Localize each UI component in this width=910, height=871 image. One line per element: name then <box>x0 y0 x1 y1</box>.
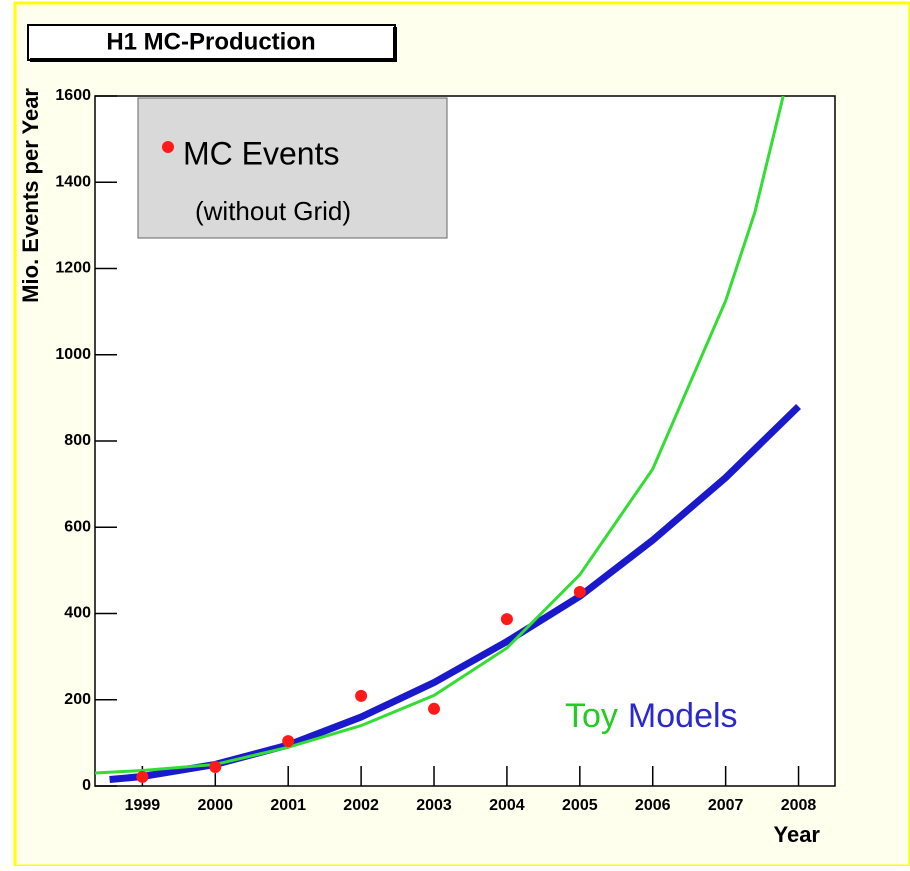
x-tick-label: 2000 <box>197 797 233 814</box>
legend <box>137 97 448 239</box>
data-point <box>573 585 586 598</box>
data-point <box>282 735 295 748</box>
x-axis-label: Year <box>774 822 821 847</box>
legend-label: MC Events <box>183 135 339 171</box>
annotation: Toy Models <box>565 697 738 735</box>
data-point <box>428 702 441 715</box>
y-tick-label: 1000 <box>55 346 91 363</box>
data-point <box>500 613 513 626</box>
y-tick-label: 0 <box>82 777 91 794</box>
fit-line <box>95 96 785 775</box>
y-tick-label: 400 <box>64 605 91 622</box>
data-point <box>209 761 222 774</box>
x-tick-label: 1999 <box>125 797 161 814</box>
annotation-part: Toy <box>565 697 618 735</box>
x-tick-label: 2004 <box>489 797 525 814</box>
y-axis-label: Mio. Events per Year <box>18 88 43 303</box>
y-tick-label: 600 <box>64 518 91 535</box>
data-point <box>136 770 149 783</box>
y-tick-label: 1600 <box>55 87 91 104</box>
y-tick-label: 800 <box>64 432 91 449</box>
legend-marker <box>162 141 174 153</box>
annotation-part: Models <box>628 697 738 735</box>
chart-title: H1 MC-Production <box>106 28 315 55</box>
data-point <box>355 689 368 702</box>
x-tick-label: 2007 <box>708 797 744 814</box>
x-tick-label: 2005 <box>562 797 598 814</box>
x-tick-label: 2002 <box>343 797 379 814</box>
y-tick-label: 1200 <box>55 260 91 277</box>
x-tick-label: 2003 <box>416 797 452 814</box>
y-tick-label: 1400 <box>55 173 91 190</box>
x-tick-label: 2006 <box>635 797 671 814</box>
legend-subtitle: (without Grid) <box>195 196 351 226</box>
x-tick-label: 2008 <box>781 797 817 814</box>
y-tick-label: 200 <box>64 691 91 708</box>
fit-line <box>109 403 801 784</box>
x-tick-label: 2001 <box>270 797 306 814</box>
